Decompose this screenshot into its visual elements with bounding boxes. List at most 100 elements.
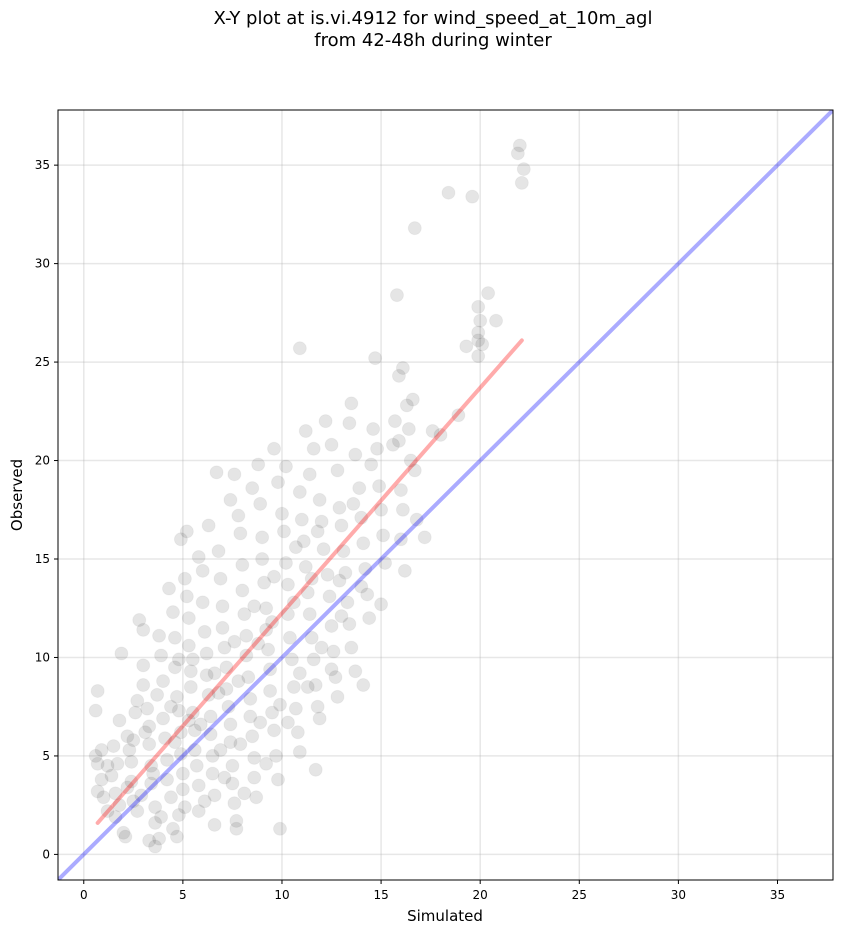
scatter-point	[342, 616, 357, 631]
scatter-point	[156, 674, 171, 689]
scatter-point	[148, 839, 163, 854]
scatter-point	[368, 351, 383, 366]
scatter-point	[165, 821, 180, 836]
scatter-point	[247, 599, 262, 614]
scatter-point	[94, 743, 109, 758]
scatter-point	[245, 729, 260, 744]
scatter-point	[425, 423, 440, 438]
scatter-point	[215, 620, 230, 635]
scatter-point	[108, 786, 123, 801]
scatter-point	[292, 485, 307, 500]
scatter-point	[407, 221, 422, 236]
scatter-point	[193, 717, 208, 732]
scatter-point	[417, 530, 432, 545]
scatter-point	[298, 423, 313, 438]
scatter-point	[288, 540, 303, 555]
scatter-point	[225, 758, 240, 773]
scatter-point	[90, 683, 105, 698]
scatter-point	[292, 341, 307, 356]
scatter-point	[213, 743, 228, 758]
scatter-point	[179, 589, 194, 604]
scatter-point	[340, 595, 355, 610]
scatter-point	[328, 670, 343, 685]
scatter-point	[191, 804, 206, 819]
scatter-point	[378, 555, 393, 570]
scatter-point	[356, 678, 371, 693]
scatter-point	[183, 664, 198, 679]
scatter-point	[207, 666, 222, 681]
scatter-point	[169, 689, 184, 704]
scatter-point	[362, 611, 377, 626]
scatter-point	[241, 670, 256, 685]
scatter-point	[189, 758, 204, 773]
scatter-point	[284, 652, 299, 667]
scatter-point	[253, 715, 268, 730]
scatter-point	[306, 652, 321, 667]
scatter-point	[324, 618, 339, 633]
scatter-point	[237, 786, 252, 801]
scatter-point	[265, 615, 280, 630]
scatter-point	[108, 809, 123, 824]
scatter-point	[310, 699, 325, 714]
scatter-point	[302, 607, 317, 622]
scatter-point	[213, 571, 228, 586]
scatter-point	[223, 492, 238, 507]
scatter-point	[510, 146, 525, 161]
scatter-point	[364, 457, 379, 472]
scatter-point	[320, 567, 335, 582]
scatter-point	[148, 815, 163, 830]
scatter-point	[280, 715, 295, 730]
scatter-point	[179, 524, 194, 539]
scatter-point	[292, 744, 307, 759]
scatter-point	[261, 642, 276, 657]
scatter-point	[197, 794, 212, 809]
scatter-point	[205, 766, 220, 781]
scatter-point	[140, 701, 155, 716]
scatter-point	[267, 569, 282, 584]
x-axis-label: Simulated	[407, 907, 483, 925]
scatter-point	[471, 299, 486, 314]
scatter-point	[290, 725, 305, 740]
scatter-point	[278, 459, 293, 474]
scatter-point	[294, 512, 309, 527]
scatter-point	[217, 640, 232, 655]
scatter-point	[286, 595, 301, 610]
scatter-point	[132, 613, 147, 628]
scatter-point	[144, 776, 159, 791]
scatter-point	[312, 492, 327, 507]
scatter-point	[292, 666, 307, 681]
scatter-point	[324, 437, 339, 452]
scatter-point	[201, 518, 216, 533]
chart-title-line1: X-Y plot at is.vi.4912 for wind_speed_at…	[213, 8, 653, 29]
scatter-point	[134, 788, 149, 803]
scatter-point	[187, 723, 202, 738]
scatter-point	[352, 481, 367, 496]
scatter-point	[171, 808, 186, 823]
scatter-point	[195, 563, 210, 578]
scatter-point	[167, 735, 182, 750]
scatter-point	[112, 798, 127, 813]
scatter-point	[229, 813, 244, 828]
scatter-point	[223, 735, 238, 750]
scatter-point	[136, 658, 151, 673]
scatter-point	[348, 447, 363, 462]
scatter-point	[280, 607, 295, 622]
y-tick-label: 15	[35, 552, 50, 566]
scatter-point	[374, 597, 389, 612]
scatter-point	[173, 746, 188, 761]
scatter-point	[163, 790, 178, 805]
scatter-point	[142, 833, 157, 848]
scatter-point	[211, 685, 226, 700]
scatter-point	[259, 622, 274, 637]
scatter-point	[330, 463, 345, 478]
x-tick-label: 15	[373, 888, 388, 902]
scatter-point	[177, 571, 192, 586]
scatter-point	[227, 796, 242, 811]
scatter-point	[171, 703, 186, 718]
scatter-point	[280, 577, 295, 592]
scatter-point	[231, 674, 246, 689]
scatter-point	[298, 559, 313, 574]
scatter-point	[433, 427, 448, 442]
scatter-point	[243, 691, 258, 706]
scatter-point	[257, 575, 272, 590]
